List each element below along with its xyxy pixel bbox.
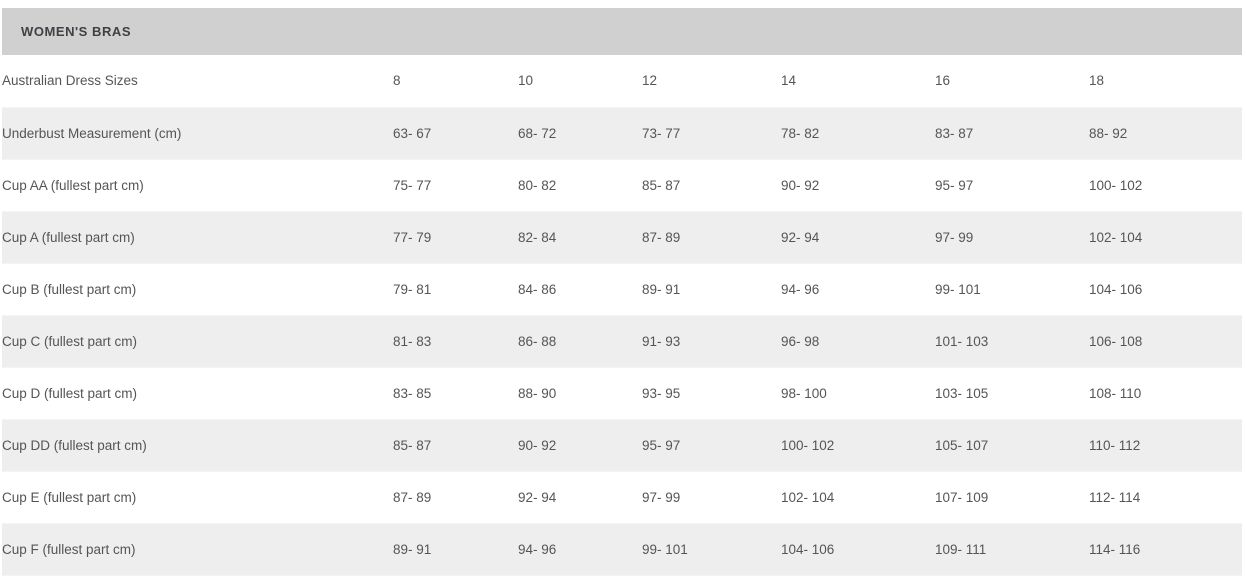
measurement-cell: 8	[393, 55, 518, 108]
row-label: Cup D (fullest part cm)	[2, 367, 393, 420]
table-row: Cup B (fullest part cm) 79- 81 84- 86 89- 9…	[2, 263, 1242, 316]
measurement-cell: 102- 104	[1089, 211, 1242, 264]
row-label: Cup C (fullest part cm)	[2, 315, 393, 368]
measurement-cell: 107- 109	[935, 471, 1089, 524]
measurement-cell: 75- 77	[393, 159, 518, 212]
measurement-cell: 90- 92	[518, 419, 642, 472]
measurement-cell: 108- 110	[1089, 367, 1242, 420]
measurement-cell: 102- 104	[781, 471, 935, 524]
measurement-cell: 110- 112	[1089, 419, 1242, 472]
table-row: Cup AA (fullest part cm) 75- 77 80- 82 85- …	[2, 159, 1242, 212]
measurement-cell: 98- 100	[781, 367, 935, 420]
table-row: Cup A (fullest part cm) 77- 79 82- 84 87- 8…	[2, 211, 1242, 264]
measurement-cell: 81- 83	[393, 315, 518, 368]
measurement-cell: 89- 91	[393, 523, 518, 576]
measurement-cell: 82- 84	[518, 211, 642, 264]
measurement-cell: 10	[518, 55, 642, 108]
measurement-cell: 80- 82	[518, 159, 642, 212]
measurement-cell: 97- 99	[642, 471, 781, 524]
measurement-cell: 79- 81	[393, 263, 518, 316]
measurement-cell: 86- 88	[518, 315, 642, 368]
row-label: Cup DD (fullest part cm)	[2, 419, 393, 472]
measurement-cell: 104- 106	[781, 523, 935, 576]
measurement-cell: 100- 102	[781, 419, 935, 472]
measurement-cell: 73- 77	[642, 107, 781, 160]
measurement-cell: 93- 95	[642, 367, 781, 420]
measurement-cell: 105- 107	[935, 419, 1089, 472]
measurement-cell: 85- 87	[393, 419, 518, 472]
measurement-cell: 85- 87	[642, 159, 781, 212]
measurement-cell: 63- 67	[393, 107, 518, 160]
row-label: Cup E (fullest part cm)	[2, 471, 393, 524]
measurement-cell: 97- 99	[935, 211, 1089, 264]
table-row: Australian Dress Sizes 8 10 12 14 16 18	[2, 55, 1242, 108]
measurement-cell: 14	[781, 55, 935, 108]
measurement-cell: 94- 96	[781, 263, 935, 316]
measurement-cell: 77- 79	[393, 211, 518, 264]
size-chart: WOMEN'S BRAS Australian Dress Sizes 8 10 12…	[2, 8, 1242, 576]
measurement-cell: 101- 103	[935, 315, 1089, 368]
measurement-cell: 87- 89	[642, 211, 781, 264]
measurement-cell: 16	[935, 55, 1089, 108]
table-row: Cup F (fullest part cm) 89- 91 94- 96 99- 1…	[2, 523, 1242, 576]
measurement-cell: 95- 97	[642, 419, 781, 472]
measurement-cell: 99- 101	[935, 263, 1089, 316]
measurement-cell: 90- 92	[781, 159, 935, 212]
measurement-cell: 109- 111	[935, 523, 1089, 576]
measurement-cell: 88- 92	[1089, 107, 1242, 160]
measurement-cell: 12	[642, 55, 781, 108]
row-label: Australian Dress Sizes	[2, 55, 393, 108]
measurement-cell: 84- 86	[518, 263, 642, 316]
table-row: Cup C (fullest part cm) 81- 83 86- 88 91- 9…	[2, 315, 1242, 368]
measurement-cell: 96- 98	[781, 315, 935, 368]
table-row: Cup D (fullest part cm) 83- 85 88- 90 93- 9…	[2, 367, 1242, 420]
row-label: Underbust Measurement (cm)	[2, 107, 393, 160]
measurement-cell: 91- 93	[642, 315, 781, 368]
measurement-cell: 68- 72	[518, 107, 642, 160]
table-row: Cup DD (fullest part cm) 85- 87 90- 92 95- …	[2, 419, 1242, 472]
row-label: Cup F (fullest part cm)	[2, 523, 393, 576]
measurement-cell: 87- 89	[393, 471, 518, 524]
row-label: Cup A (fullest part cm)	[2, 211, 393, 264]
measurement-cell: 114- 116	[1089, 523, 1242, 576]
row-label: Cup AA (fullest part cm)	[2, 159, 393, 212]
measurement-cell: 92- 94	[518, 471, 642, 524]
measurement-cell: 112- 114	[1089, 471, 1242, 524]
measurement-cell: 104- 106	[1089, 263, 1242, 316]
measurement-cell: 92- 94	[781, 211, 935, 264]
page-title: WOMEN'S BRAS	[21, 24, 132, 39]
measurement-cell: 106- 108	[1089, 315, 1242, 368]
measurement-cell: 18	[1089, 55, 1242, 108]
measurement-cell: 95- 97	[935, 159, 1089, 212]
measurement-cell: 83- 87	[935, 107, 1089, 160]
size-chart-table-body: Australian Dress Sizes 8 10 12 14 16 18 Underbu…	[2, 55, 1242, 576]
measurement-cell: 89- 91	[642, 263, 781, 316]
measurement-cell: 78- 82	[781, 107, 935, 160]
measurement-cell: 88- 90	[518, 367, 642, 420]
measurement-cell: 100- 102	[1089, 159, 1242, 212]
row-label: Cup B (fullest part cm)	[2, 263, 393, 316]
measurement-cell: 103- 105	[935, 367, 1089, 420]
measurement-cell: 99- 101	[642, 523, 781, 576]
table-row: Underbust Measurement (cm) 63- 67 68- 72 73…	[2, 107, 1242, 160]
table-row: Cup E (fullest part cm) 87- 89 92- 94 97- 9…	[2, 471, 1242, 524]
measurement-cell: 83- 85	[393, 367, 518, 420]
measurement-cell: 94- 96	[518, 523, 642, 576]
size-chart-table: Australian Dress Sizes 8 10 12 14 16 18 Underbu…	[2, 55, 1242, 576]
size-chart-header: WOMEN'S BRAS	[2, 8, 1242, 55]
